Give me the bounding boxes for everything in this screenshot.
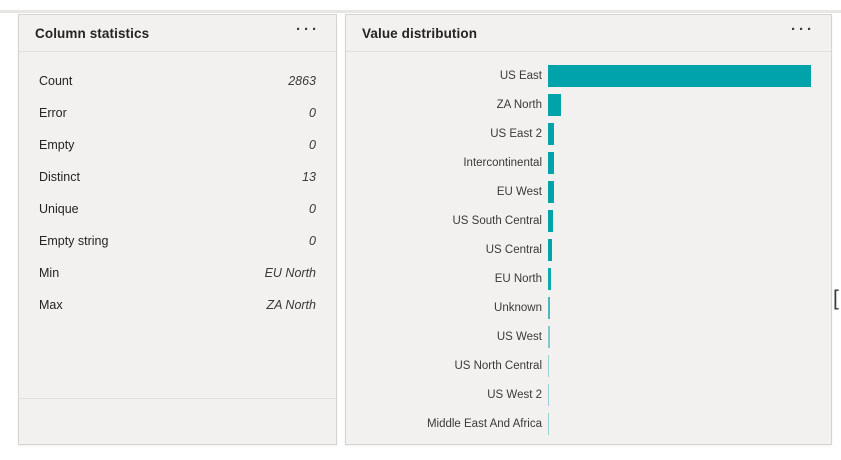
bar-label: Intercontinental	[463, 156, 542, 169]
bar-track	[548, 325, 818, 348]
chart-row: US North Central	[346, 351, 831, 380]
chart-row: US South Central	[346, 206, 831, 235]
chart-row: Middle East And Africa	[346, 409, 831, 438]
page-top-edge	[0, 10, 841, 13]
bar-label: US Central	[485, 243, 542, 256]
panel-footer-divider	[19, 398, 336, 399]
chart-row: EU North	[346, 264, 831, 293]
chart-row: EU West	[346, 177, 831, 206]
bar-track	[548, 64, 818, 87]
bar-label: Unknown	[494, 301, 542, 314]
column-statistics-header: Column statistics ···	[19, 15, 336, 52]
chart-row: ZA North	[346, 90, 831, 119]
bar[interactable]	[548, 238, 552, 261]
bar[interactable]	[548, 93, 561, 116]
bar-track	[548, 209, 818, 232]
stat-value: 0	[309, 106, 316, 120]
bar-track	[548, 383, 818, 406]
bar[interactable]	[548, 325, 550, 348]
bar[interactable]	[548, 64, 811, 87]
stat-label: Error	[39, 106, 67, 120]
chart-row: Intercontinental	[346, 148, 831, 177]
stat-row: Unique 0	[39, 193, 316, 225]
column-statistics-title: Column statistics	[35, 25, 150, 41]
bar-label: US East 2	[490, 127, 542, 140]
bar-label: US South Central	[452, 214, 543, 227]
bar-label: US West 2	[487, 388, 542, 401]
bar[interactable]	[548, 209, 553, 232]
stat-label: Distinct	[39, 170, 80, 184]
stat-row: Max ZA North	[39, 289, 316, 321]
stat-label: Max	[39, 298, 63, 312]
bar[interactable]	[548, 354, 550, 377]
stat-value: 0	[309, 234, 316, 248]
stat-label: Min	[39, 266, 60, 280]
bar-track	[548, 122, 818, 145]
stat-value: 2863	[288, 74, 316, 88]
stat-value: 0	[309, 202, 316, 216]
stat-value: 0	[309, 138, 316, 152]
bar-label: ZA North	[496, 98, 542, 111]
stat-row: Count 2863	[39, 65, 316, 97]
value-distribution-title: Value distribution	[362, 25, 478, 41]
stat-label: Empty string	[39, 234, 109, 248]
bar-label: Middle East And Africa	[426, 417, 542, 430]
chart-row: US East	[346, 61, 831, 90]
stat-label: Empty	[39, 138, 75, 152]
bar[interactable]	[548, 296, 551, 319]
stat-row: Min EU North	[39, 257, 316, 289]
bar-label: EU North	[494, 272, 542, 285]
chart-row: US Central	[346, 235, 831, 264]
bar-track	[548, 412, 818, 435]
more-options-icon[interactable]: ···	[294, 22, 320, 43]
stat-label: Unique	[39, 202, 79, 216]
stat-label: Count	[39, 74, 73, 88]
bar[interactable]	[548, 180, 554, 203]
value-distribution-header: Value distribution ···	[346, 15, 831, 52]
bar-track	[548, 354, 818, 377]
bar-track	[548, 267, 818, 290]
chart-row: US West	[346, 322, 831, 351]
chart-rows: US East ZA North US East 2 Intercontinental…	[346, 52, 831, 438]
text-cursor-artifact: [	[833, 287, 839, 310]
stat-row: Empty 0	[39, 129, 316, 161]
bar[interactable]	[548, 412, 550, 435]
value-distribution-panel: Value distribution ··· US East ZA North US…	[345, 14, 832, 445]
bar-track	[548, 93, 818, 116]
bar[interactable]	[548, 122, 555, 145]
bar-track	[548, 238, 818, 261]
bar[interactable]	[548, 383, 550, 406]
stats-list: Count 2863 Error 0 Empty 0 Distinct 13 Unique 0 Em…	[19, 52, 336, 321]
bar-track	[548, 296, 818, 319]
chart-row: Unknown	[346, 293, 831, 322]
bar-label: US North Central	[454, 359, 542, 372]
stat-row: Error 0	[39, 97, 316, 129]
more-options-icon[interactable]: ···	[789, 22, 815, 43]
stat-row: Distinct 13	[39, 161, 316, 193]
bar[interactable]	[548, 267, 552, 290]
bar-track	[548, 151, 818, 174]
stat-row: Empty string 0	[39, 225, 316, 257]
bar-label: US West	[496, 330, 542, 343]
bar-label: EU West	[496, 185, 542, 198]
stat-value: ZA North	[266, 298, 316, 312]
stat-value: 13	[302, 170, 316, 184]
chart-row: US East 2	[346, 119, 831, 148]
bar-label: US East	[499, 69, 542, 82]
chart-row: US West 2	[346, 380, 831, 409]
bar[interactable]	[548, 151, 554, 174]
bar-track	[548, 180, 818, 203]
column-statistics-panel: Column statistics ··· Count 2863 Error 0 Emp…	[18, 14, 337, 445]
stat-value: EU North	[264, 266, 316, 280]
